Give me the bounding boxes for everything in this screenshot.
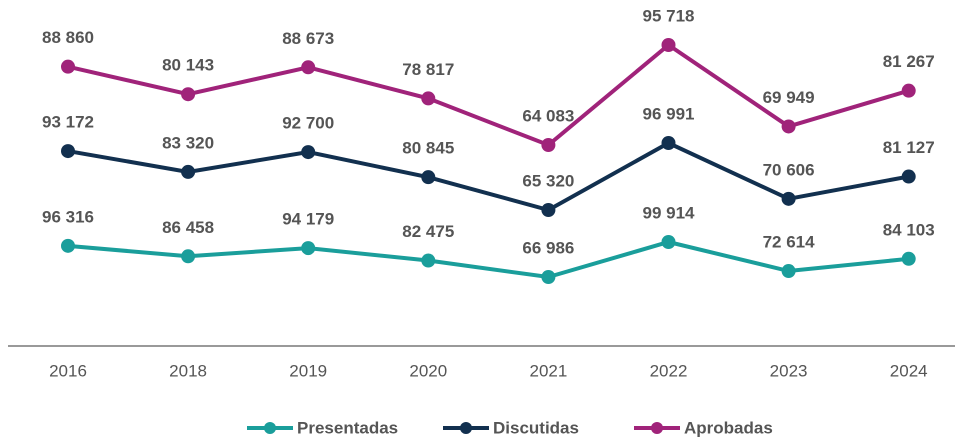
data-label: 81 127 bbox=[883, 138, 935, 157]
data-label: 66 986 bbox=[522, 238, 574, 257]
data-point bbox=[61, 59, 75, 74]
x-tick-label: 2019 bbox=[289, 361, 327, 380]
data-label: 70 606 bbox=[763, 160, 815, 179]
data-point bbox=[781, 119, 796, 134]
legend-label: Discutidas bbox=[493, 418, 579, 437]
data-label: 96 316 bbox=[42, 207, 94, 226]
data-point bbox=[541, 270, 556, 284]
series-line bbox=[67, 140, 910, 213]
series-line bbox=[67, 42, 910, 148]
data-point bbox=[541, 203, 556, 217]
data-label: 99 914 bbox=[643, 203, 696, 222]
x-tick-label: 2024 bbox=[890, 361, 928, 380]
data-point bbox=[421, 253, 436, 268]
x-tick-label: 2018 bbox=[169, 361, 207, 380]
legend-marker bbox=[651, 422, 663, 434]
data-label: 84 103 bbox=[883, 220, 935, 239]
data-point bbox=[781, 191, 796, 206]
data-label: 88 860 bbox=[42, 28, 94, 47]
data-point bbox=[421, 91, 436, 106]
data-label: 95 718 bbox=[643, 6, 695, 25]
data-point bbox=[301, 145, 316, 160]
data-point bbox=[301, 60, 316, 75]
data-label: 80 845 bbox=[402, 139, 454, 158]
data-point bbox=[541, 138, 556, 152]
x-tick-label: 2023 bbox=[770, 361, 808, 380]
x-tick-label: 2021 bbox=[529, 361, 567, 380]
data-label: 82 475 bbox=[402, 222, 454, 241]
data-point bbox=[301, 241, 316, 256]
data-label: 86 458 bbox=[162, 218, 214, 237]
data-label: 92 700 bbox=[282, 114, 334, 133]
data-label: 93 172 bbox=[42, 113, 94, 132]
data-point bbox=[901, 169, 916, 184]
data-label: 88 673 bbox=[282, 29, 334, 48]
data-label: 65 320 bbox=[522, 171, 574, 190]
data-point bbox=[61, 238, 75, 253]
legend-marker bbox=[264, 422, 276, 434]
x-tick-label: 2020 bbox=[409, 361, 447, 380]
legend-marker bbox=[460, 422, 472, 434]
data-point bbox=[901, 83, 916, 98]
data-label: 72 614 bbox=[763, 233, 816, 252]
data-point bbox=[61, 144, 75, 159]
data-label: 64 083 bbox=[522, 106, 574, 125]
data-label: 69 949 bbox=[763, 88, 815, 107]
data-point bbox=[181, 249, 196, 264]
data-point bbox=[781, 264, 796, 279]
legend-label: Aprobadas bbox=[684, 418, 773, 437]
data-point bbox=[661, 38, 676, 52]
data-point bbox=[181, 87, 196, 102]
data-point bbox=[181, 164, 196, 179]
series-line bbox=[67, 239, 909, 280]
data-label: 78 817 bbox=[402, 60, 454, 79]
data-label: 96 991 bbox=[643, 104, 695, 123]
data-point bbox=[661, 235, 676, 249]
data-point bbox=[901, 251, 916, 266]
data-label: 80 143 bbox=[162, 56, 214, 75]
legend-label: Presentadas bbox=[297, 418, 398, 437]
data-label: 81 267 bbox=[883, 52, 935, 71]
x-tick-label: 2016 bbox=[49, 361, 87, 380]
x-tick-label: 2022 bbox=[650, 361, 688, 380]
data-label: 83 320 bbox=[162, 133, 214, 152]
data-point bbox=[421, 170, 436, 185]
data-point bbox=[661, 136, 676, 150]
data-label: 94 179 bbox=[282, 210, 334, 229]
